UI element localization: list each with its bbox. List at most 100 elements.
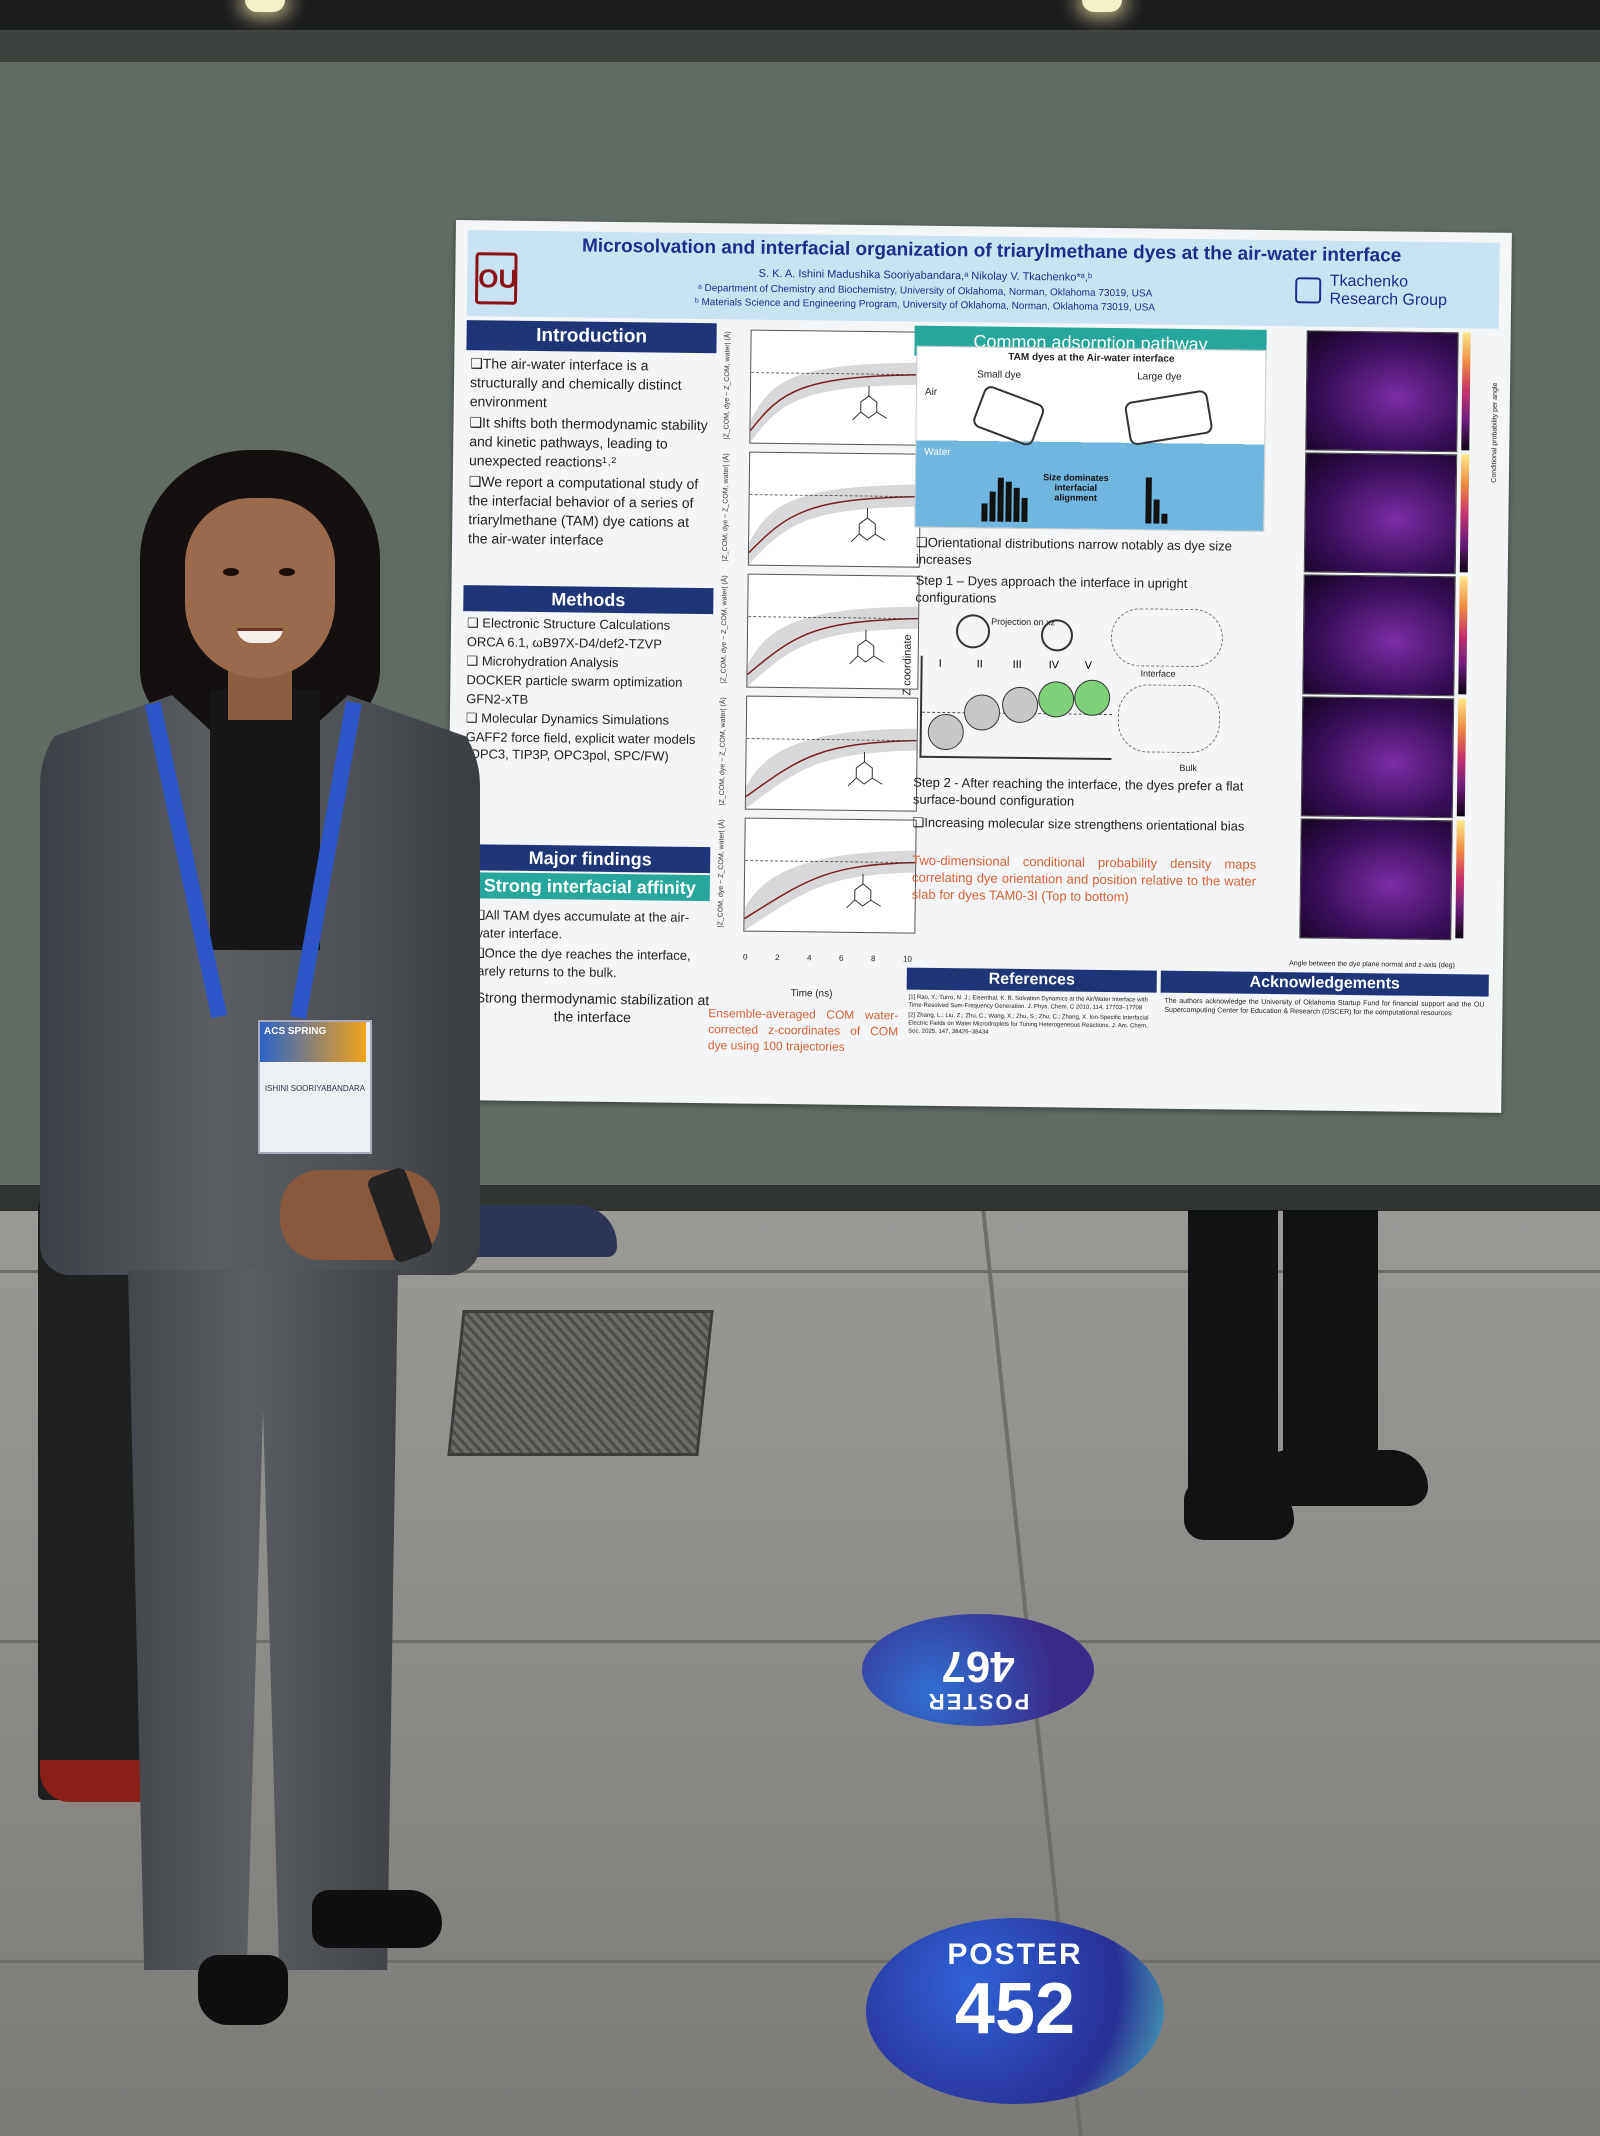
air-label: Air [924,386,938,398]
findings-text: ❑All TAM dyes accumulate at the air-wate… [472,906,713,1029]
introduction-text: ❑The air-water interface is a structural… [468,354,714,553]
heatmap-panel [1299,818,1453,941]
methods-line: GFN2-xTB [466,691,529,707]
histogram-bar [1161,513,1168,524]
reference-item: [2] Zhang, L.; Liu, Z.; Zhu, C.; Wang, X… [908,1012,1149,1036]
heatmap-cbar-label: Conditional probability per angle [1490,382,1500,483]
face [185,498,335,678]
badge-event: ACS SPRING [264,1026,327,1037]
ou-logo: OU [474,252,518,305]
histogram-bar [1005,481,1012,522]
right-eye [279,568,295,576]
intro-bullet: ❑The air-water interface is a structural… [469,355,682,411]
small-dye-molecule-icon [970,383,1047,448]
visitor-right-leg [1283,1210,1378,1460]
sticker-number: 467 [941,1642,1015,1691]
small-dye-label: Small dye [977,369,1022,381]
confidence-band [748,484,920,565]
panel-svg [748,484,920,565]
panel-svg [745,728,917,809]
ceiling-light [1082,0,1122,12]
ceiling-light [245,0,285,12]
panel-y-label: |Z_COM, dye − Z_COM, water| (Å) [720,575,729,684]
scientific-poster: OU Microsolvation and interfacial organi… [445,220,1512,1113]
panel-svg [749,362,922,443]
heatmap-caption: Two-dimensional conditional probability … [911,852,1257,905]
floor-seam [0,1640,1600,1643]
major-findings-heading: Major findings [470,844,711,874]
histogram-bar [981,503,988,522]
cluster-molecule-icon [1110,608,1224,668]
mean-curve [749,373,922,432]
visitor-shoe [1268,1450,1428,1506]
x-tick-label: 10 [902,954,912,964]
heatmap-colorbar [1461,332,1471,451]
molecule-icon [849,630,884,665]
x-tick-label: 8 [870,954,876,964]
interface-level [749,494,920,498]
panel-svg [746,606,919,687]
time-series-panel [749,329,923,446]
left-eye [223,568,239,576]
panel-y-label: |Z_COM, dye − Z_COM, water| (Å) [718,697,728,806]
histogram-bar [997,477,1004,522]
acknowledgements-heading: Acknowledgements [1160,970,1489,997]
interface-level [746,738,917,742]
increasing-text: ❑Increasing molecular size strengthens o… [912,814,1245,834]
poster-board-frame [0,30,1600,62]
stage-molecule-icon [1073,679,1111,717]
water-label: Water [924,446,951,459]
time-series-panel [747,451,922,568]
interface-level [748,616,919,620]
diagram-title: TAM dyes at the Air-water interface [1008,351,1175,365]
size-note: Size dominates interfacial alignment [1043,472,1109,503]
stage-label: V [1084,659,1093,672]
histogram-bar [1153,499,1160,524]
step2-text: Step 2 - After reaching the interface, t… [912,774,1244,809]
references-heading: References [906,967,1157,993]
heatmap-panel [1305,330,1459,453]
floor-seam [0,1960,1600,1963]
heatmap-colorbar [1455,820,1465,939]
intro-bullet: ❑It shifts both thermodynamic stability … [468,414,708,470]
panel-svg [744,850,916,931]
floor-grate [447,1310,714,1456]
interface-level [745,860,916,864]
heatmap-panel [1303,452,1458,575]
smile [237,628,283,643]
mean-curve [744,861,916,920]
findings-bullet: ❑Once the dye reaches the interface, rar… [472,945,691,981]
molecule-icon [850,508,886,543]
plot-caption: Ensemble-averaged COM water-corrected z-… [707,1006,899,1054]
shoe [198,1955,288,2025]
findings-subheading: Strong interfacial affinity [469,872,711,902]
plot-x-label: Time (ns) [790,988,833,1000]
mean-curve [748,495,920,554]
group-logo: Tkachenko Research Group [1295,272,1447,310]
methods-heading: Methods [463,585,714,615]
methods-line: GAFF2 force field, explicit water models… [465,729,696,764]
presenter: ISHINI SOORIYABANDARA ACS SPRING [40,450,480,2060]
sticker-number: 452 [954,1969,1076,2049]
shoe [312,1890,442,1948]
panel-y-label: |Z_COM, dye − Z_COM, water| (Å) [723,331,732,440]
findings-conclusion: Strong thermodynamic stabilization at th… [475,989,710,1026]
intro-bullet: ❑We report a computational study of the … [468,473,699,548]
mean-curve [746,617,919,676]
acknowledgements-text: The authors acknowledge the University o… [1164,997,1485,1018]
chip-icon [1295,277,1322,304]
heatmap-colorbar [1458,576,1468,695]
heatmap-colorbar [1459,454,1470,573]
confidence-band [750,362,922,443]
histogram-bar [1145,477,1152,524]
sticker-label: POSTER [947,1938,1083,1971]
methods-line: ❑ Molecular Dynamics Simulations [465,710,670,728]
introduction-heading: Introduction [466,320,717,354]
molecule-icon [852,386,887,421]
time-series-panel [746,573,920,690]
methods-line: DOCKER particle swarm optimization [466,672,683,690]
z-coordinate-label: Z coordinate [901,634,914,696]
x-tick-label: 0 [742,952,748,962]
histogram-bar [1021,497,1028,523]
stage-diagram: I II III IV V [919,655,1113,761]
